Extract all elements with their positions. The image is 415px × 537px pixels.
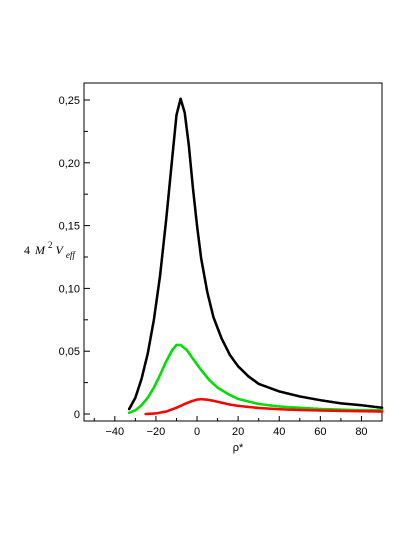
- plot-frame: [83, 82, 383, 422]
- series-0: [127, 97, 384, 411]
- y-label-v: V: [56, 243, 65, 257]
- y-tick-label: 0,15: [59, 221, 80, 233]
- y-tick-label: 0,10: [59, 283, 80, 295]
- y-tick-label: 0,05: [59, 346, 80, 358]
- x-axis-label: ρ*: [233, 442, 244, 454]
- x-tick-label: 80: [355, 426, 367, 438]
- y-label-coef: 4: [24, 243, 30, 257]
- series-1: [127, 343, 384, 415]
- x-tick-label: 40: [273, 426, 285, 438]
- x-tick-label: −20: [147, 426, 166, 438]
- series-2: [144, 397, 384, 416]
- x-tick-label: 20: [232, 426, 244, 438]
- y-tick-label: 0: [74, 409, 80, 421]
- y-label-sub: eff: [66, 250, 76, 260]
- y-axis-label: 4 M 2 V eff: [24, 237, 76, 260]
- svg-text:4 M 2 V: 4 M 2 V eff: [24, 237, 76, 260]
- y-label-m: M: [34, 243, 46, 257]
- y-tick-label: 0,25: [59, 95, 80, 107]
- data-point: [380, 406, 384, 410]
- data-point: [380, 410, 384, 413]
- x-tick-label: 0: [194, 426, 200, 438]
- x-tick-label: −40: [105, 426, 124, 438]
- y-tick-label: 0,20: [59, 158, 80, 170]
- y-label-exp: 2: [48, 240, 53, 250]
- x-tick-label: 60: [314, 426, 326, 438]
